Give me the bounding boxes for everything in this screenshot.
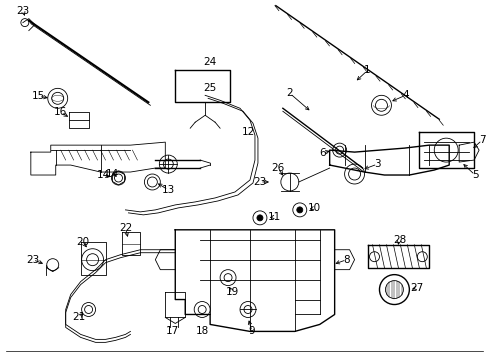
Circle shape (296, 207, 302, 213)
Text: 9: 9 (248, 327, 255, 336)
Text: 11: 11 (268, 212, 281, 222)
Text: 13: 13 (162, 185, 175, 195)
Text: 12: 12 (241, 127, 254, 137)
Text: 14: 14 (106, 169, 119, 179)
Text: 3: 3 (373, 159, 380, 169)
Text: 23: 23 (253, 177, 266, 187)
Text: 4: 4 (401, 90, 408, 100)
Text: 8: 8 (343, 255, 349, 265)
Text: 25: 25 (203, 84, 216, 93)
Circle shape (256, 215, 263, 221)
Text: 10: 10 (307, 203, 321, 213)
Text: 22: 22 (119, 223, 132, 233)
Text: 18: 18 (195, 327, 208, 336)
Text: 24: 24 (203, 58, 216, 67)
Text: 6: 6 (319, 148, 325, 158)
Text: 27: 27 (410, 283, 423, 293)
Text: 15: 15 (32, 91, 45, 101)
Text: 19: 19 (225, 287, 238, 297)
Text: 23: 23 (26, 255, 40, 265)
Text: 16: 16 (54, 107, 67, 117)
Text: 23: 23 (16, 6, 29, 15)
Text: 7: 7 (478, 135, 485, 145)
Text: 20: 20 (76, 237, 89, 247)
Text: 17: 17 (165, 327, 179, 336)
Text: 5: 5 (471, 170, 477, 180)
Text: 1: 1 (364, 66, 370, 76)
Text: 26: 26 (271, 163, 284, 173)
Text: 2: 2 (286, 88, 292, 98)
Text: 14: 14 (97, 170, 110, 180)
Text: 21: 21 (72, 312, 85, 323)
Text: 28: 28 (392, 235, 405, 245)
